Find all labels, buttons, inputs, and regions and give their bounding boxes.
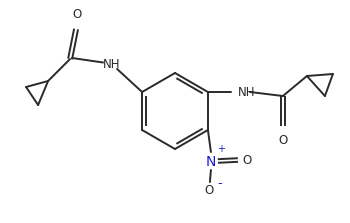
Text: NH: NH <box>103 58 121 70</box>
Text: +: + <box>217 144 225 154</box>
Text: O: O <box>278 134 288 147</box>
Text: N: N <box>206 155 216 169</box>
Text: O: O <box>242 153 252 167</box>
Text: O: O <box>72 8 82 21</box>
Text: NH: NH <box>238 85 256 99</box>
Text: -: - <box>218 178 222 190</box>
Text: O: O <box>204 184 214 198</box>
